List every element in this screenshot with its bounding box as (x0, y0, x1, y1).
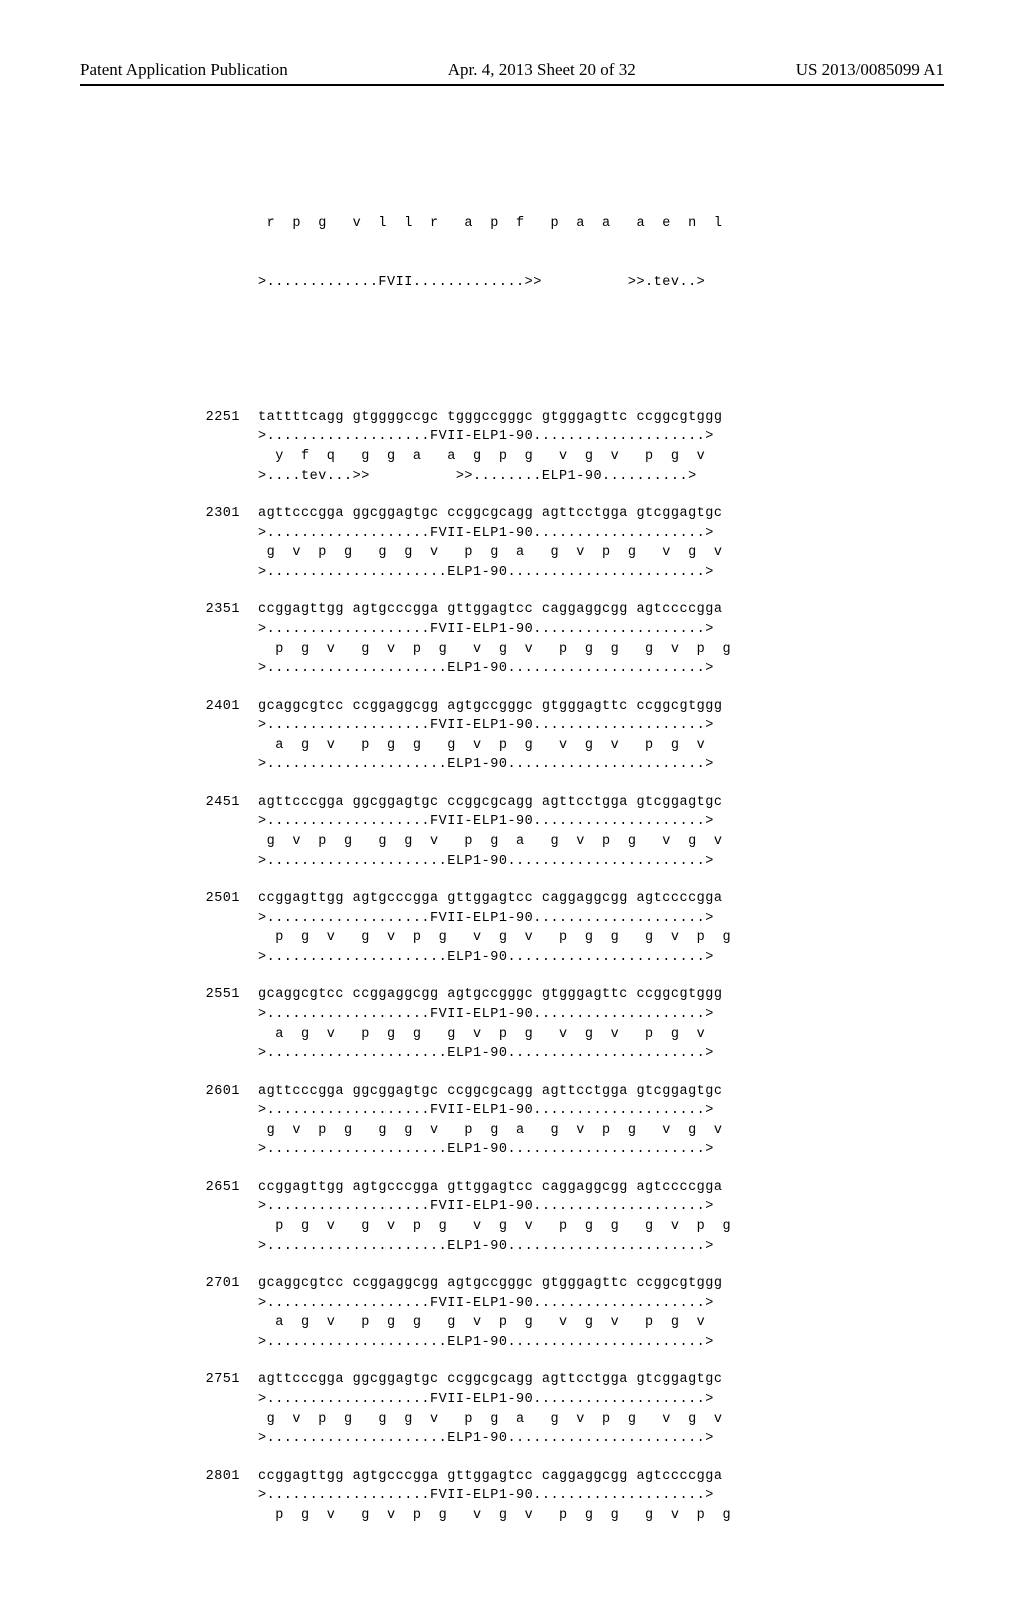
annotation-line: >...................FVII-ELP1-90........… (258, 1486, 944, 1506)
annotation-line-2: >.....................ELP1-90...........… (258, 1429, 944, 1449)
sequence-block: 2751agttcccgga ggcggagtgc ccggcgcagg agt… (180, 1370, 944, 1448)
sequence-block: 2701gcaggcgtcc ccggaggcgg agtgccgggc gtg… (180, 1274, 944, 1352)
position-number: 2601 (180, 1082, 240, 1102)
aa-line: a g v p g g g v p g v g v p g v (258, 1313, 944, 1333)
sequence-block: 2501ccggagttgg agtgcccgga gttggagtcc cag… (180, 889, 944, 967)
annotation-line: >...................FVII-ELP1-90........… (258, 524, 944, 544)
annotation-line: >...................FVII-ELP1-90........… (258, 620, 944, 640)
sequence-block: 2301agttcccgga ggcggagtgc ccggcgcagg agt… (180, 504, 944, 582)
annotation-line: >...................FVII-ELP1-90........… (258, 812, 944, 832)
aa-line: p g v g v p g v g v p g g g v p g (258, 640, 944, 660)
annotation-line: >...................FVII-ELP1-90........… (258, 716, 944, 736)
top-annotation-block: r p g v l l r a p f p a a a e n l >.....… (180, 175, 944, 332)
annotation-line-2: >.....................ELP1-90...........… (258, 948, 944, 968)
sequence-content: r p g v l l r a p f p a a a e n l >.....… (180, 116, 944, 1602)
annotation-line-2: >.....................ELP1-90...........… (258, 1237, 944, 1257)
aa-line: p g v g v p g v g v p g g g v p g (258, 1217, 944, 1237)
annotation-line-2: >....tev...>> >>........ELP1-90.........… (258, 467, 944, 487)
annotation-line-2: >.....................ELP1-90...........… (258, 563, 944, 583)
seq-line: 2651ccggagttgg agtgcccgga gttggagtcc cag… (180, 1178, 944, 1198)
annotation-line: >...................FVII-ELP1-90........… (258, 1390, 944, 1410)
annotation-line: >...................FVII-ELP1-90........… (258, 427, 944, 447)
seq-line: 2801ccggagttgg agtgcccgga gttggagtcc cag… (180, 1467, 944, 1487)
position-number: 2801 (180, 1467, 240, 1487)
annotation-line-2: >.....................ELP1-90...........… (258, 1044, 944, 1064)
sequence-block: 2251tattttcagg gtggggccgc tgggccgggc gtg… (180, 408, 944, 486)
position-number: 2251 (180, 408, 240, 428)
position-number: 2651 (180, 1178, 240, 1198)
seq-line: 2251tattttcagg gtggggccgc tgggccgggc gtg… (180, 408, 944, 428)
page-header: Patent Application Publication Apr. 4, 2… (80, 60, 944, 86)
sequence-block: 2451agttcccgga ggcggagtgc ccggcgcagg agt… (180, 793, 944, 871)
aa-line: a g v p g g g v p g v g v p g v (258, 1025, 944, 1045)
aa-line: p g v g v p g v g v p g g g v p g (258, 1506, 944, 1526)
annotation-line-2: >.....................ELP1-90...........… (258, 852, 944, 872)
aa-line: g v p g g g v p g a g v p g v g v (258, 832, 944, 852)
header-left: Patent Application Publication (80, 60, 288, 80)
annotation-line-2: >.....................ELP1-90...........… (258, 1140, 944, 1160)
seq-line: 2351ccggagttgg agtgcccgga gttggagtcc cag… (180, 600, 944, 620)
annotation-line-2: >.....................ELP1-90...........… (258, 755, 944, 775)
aa-line: a g v p g g g v p g v g v p g v (258, 736, 944, 756)
position-number: 2551 (180, 985, 240, 1005)
annotation-line: >...................FVII-ELP1-90........… (258, 909, 944, 929)
annotation-line-2: >.....................ELP1-90...........… (258, 659, 944, 679)
aa-line: y f q g g a a g p g v g v p g v (258, 447, 944, 467)
annotation-line: >...................FVII-ELP1-90........… (258, 1294, 944, 1314)
position-number: 2701 (180, 1274, 240, 1294)
sequence-block: 2651ccggagttgg agtgcccgga gttggagtcc cag… (180, 1178, 944, 1256)
aa-line: p g v g v p g v g v p g g g v p g (258, 928, 944, 948)
position-number: 2301 (180, 504, 240, 524)
aa-line: g v p g g g v p g a g v p g v g v (258, 543, 944, 563)
annotation-line: >...................FVII-ELP1-90........… (258, 1005, 944, 1025)
annotation-line: >...................FVII-ELP1-90........… (258, 1197, 944, 1217)
seq-line: 2451agttcccgga ggcggagtgc ccggcgcagg agt… (180, 793, 944, 813)
seq-line: 2501ccggagttgg agtgcccgga gttggagtcc cag… (180, 889, 944, 909)
aa-line: g v p g g g v p g a g v p g v g v (258, 1121, 944, 1141)
sequence-block: 2401gcaggcgtcc ccggaggcgg agtgccgggc gtg… (180, 697, 944, 775)
sequence-block: 2551gcaggcgtcc ccggaggcgg agtgccgggc gtg… (180, 985, 944, 1063)
patent-page: Patent Application Publication Apr. 4, 2… (0, 0, 1024, 1320)
position-number: 2351 (180, 600, 240, 620)
sequence-blocks: 2251tattttcagg gtggggccgc tgggccgggc gtg… (180, 408, 944, 1525)
seq-line: 2751agttcccgga ggcggagtgc ccggcgcagg agt… (180, 1370, 944, 1390)
sequence-block: 2351ccggagttgg agtgcccgga gttggagtcc cag… (180, 600, 944, 678)
seq-line: 2701gcaggcgtcc ccggaggcgg agtgccgggc gtg… (180, 1274, 944, 1294)
position-number: 2401 (180, 697, 240, 717)
annotation-line-2: >.....................ELP1-90...........… (258, 1333, 944, 1353)
top-anno-line: >.............FVII.............>> >>.tev… (258, 273, 944, 293)
aa-line: g v p g g g v p g a g v p g v g v (258, 1410, 944, 1430)
sequence-block: 2601agttcccgga ggcggagtgc ccggcgcagg agt… (180, 1082, 944, 1160)
position-number: 2751 (180, 1370, 240, 1390)
seq-line: 2301agttcccgga ggcggagtgc ccggcgcagg agt… (180, 504, 944, 524)
header-right: US 2013/0085099 A1 (796, 60, 944, 80)
top-aa-line: r p g v l l r a p f p a a a e n l (258, 214, 944, 234)
sequence-block: 2801ccggagttgg agtgcccgga gttggagtcc cag… (180, 1467, 944, 1526)
seq-line: 2401gcaggcgtcc ccggaggcgg agtgccgggc gtg… (180, 697, 944, 717)
seq-line: 2551gcaggcgtcc ccggaggcgg agtgccgggc gtg… (180, 985, 944, 1005)
header-center: Apr. 4, 2013 Sheet 20 of 32 (448, 60, 636, 80)
seq-line: 2601agttcccgga ggcggagtgc ccggcgcagg agt… (180, 1082, 944, 1102)
annotation-line: >...................FVII-ELP1-90........… (258, 1101, 944, 1121)
position-number: 2501 (180, 889, 240, 909)
position-number: 2451 (180, 793, 240, 813)
